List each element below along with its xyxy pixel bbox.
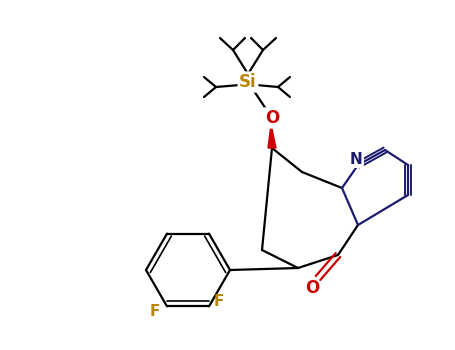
Text: N: N [349,152,362,167]
Text: F: F [214,294,224,309]
Text: O: O [265,109,279,127]
Text: Si: Si [239,73,257,91]
Text: F: F [150,304,160,319]
Polygon shape [268,124,276,148]
Text: O: O [305,279,319,297]
